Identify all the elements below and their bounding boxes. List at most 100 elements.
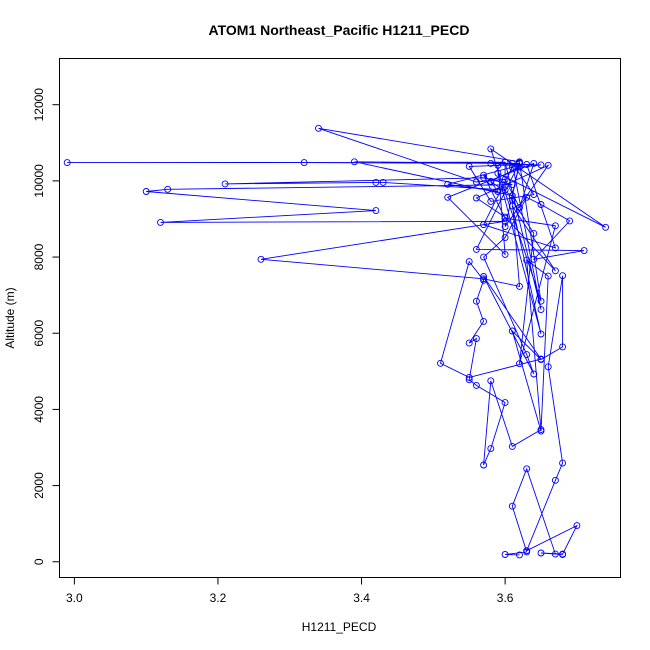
x-tick-label: 3.2 bbox=[210, 591, 227, 605]
data-point bbox=[537, 201, 545, 208]
data-point bbox=[508, 196, 516, 204]
data-point bbox=[508, 163, 516, 171]
data-point bbox=[480, 275, 488, 283]
data-point bbox=[551, 476, 559, 484]
data-point bbox=[559, 343, 567, 351]
data-point bbox=[465, 376, 473, 384]
series-layer bbox=[67, 127, 606, 556]
data-point bbox=[537, 355, 545, 363]
data-point bbox=[523, 351, 531, 359]
data-point bbox=[487, 377, 495, 385]
data-point bbox=[300, 159, 308, 167]
y-tick-label: 6000 bbox=[32, 320, 46, 347]
y-tick-label: 12000 bbox=[32, 88, 46, 122]
data-point bbox=[501, 186, 509, 194]
data-point bbox=[487, 159, 495, 167]
data-point bbox=[516, 551, 523, 559]
data-point bbox=[494, 188, 502, 195]
data-point bbox=[472, 297, 480, 305]
data-point bbox=[480, 171, 488, 179]
data-point bbox=[508, 442, 516, 450]
data-point bbox=[530, 370, 538, 378]
data-point bbox=[444, 180, 452, 188]
data-point bbox=[580, 247, 588, 255]
chart-title: ATOM1 Northeast_Pacific H1211_PECD bbox=[209, 22, 470, 38]
data-point bbox=[508, 181, 516, 189]
data-point bbox=[508, 327, 516, 335]
data-point bbox=[566, 217, 574, 225]
data-point bbox=[480, 253, 488, 261]
y-tick-label: 8000 bbox=[32, 243, 46, 270]
data-point bbox=[494, 169, 502, 177]
data-point bbox=[501, 217, 509, 225]
data-point bbox=[551, 222, 559, 230]
data-point bbox=[516, 159, 523, 167]
data-point bbox=[487, 445, 495, 453]
data-point bbox=[544, 363, 552, 371]
data-point bbox=[480, 461, 488, 469]
data-point bbox=[501, 158, 509, 166]
data-point bbox=[350, 158, 358, 166]
data-point bbox=[465, 373, 473, 381]
data-point bbox=[221, 180, 229, 188]
data-point bbox=[523, 256, 531, 264]
y-axis: 0 2000 4000 6000 8000 10000 12000 bbox=[32, 88, 60, 565]
data-point bbox=[480, 317, 488, 325]
data-point bbox=[315, 124, 322, 132]
data-point bbox=[465, 162, 473, 170]
data-point bbox=[63, 159, 71, 167]
data-point bbox=[559, 550, 567, 558]
data-point bbox=[537, 161, 545, 169]
data-point bbox=[480, 174, 488, 182]
data-point bbox=[508, 192, 516, 200]
y-tick-label: 4000 bbox=[32, 396, 46, 423]
data-point bbox=[142, 188, 150, 195]
data-point bbox=[559, 459, 567, 467]
data-point bbox=[444, 193, 452, 201]
data-point bbox=[472, 194, 480, 202]
x-tick-label: 3.0 bbox=[66, 591, 83, 605]
y-tick-label: 2000 bbox=[32, 472, 46, 499]
data-point bbox=[501, 214, 509, 222]
data-point bbox=[551, 550, 559, 558]
data-point bbox=[157, 218, 164, 226]
data-point bbox=[530, 191, 538, 199]
data-point bbox=[501, 551, 509, 558]
data-point bbox=[379, 178, 387, 186]
data-point bbox=[257, 255, 265, 263]
data-point bbox=[501, 175, 509, 183]
data-point bbox=[544, 161, 552, 169]
data-point bbox=[537, 330, 545, 338]
data-point bbox=[551, 244, 559, 252]
data-point bbox=[480, 273, 488, 280]
data-point bbox=[465, 339, 473, 347]
y-axis-label: Altitude (m) bbox=[3, 287, 17, 348]
series-line bbox=[67, 127, 606, 556]
points-layer bbox=[63, 124, 610, 559]
data-point bbox=[544, 272, 552, 280]
data-point bbox=[508, 159, 516, 167]
data-point bbox=[487, 177, 495, 185]
x-tick-label: 3.4 bbox=[353, 591, 370, 605]
data-point bbox=[501, 223, 509, 231]
data-point bbox=[472, 178, 480, 186]
data-point bbox=[164, 185, 172, 193]
data-point bbox=[480, 221, 488, 229]
data-point bbox=[472, 335, 480, 343]
x-axis-label: H1211_PECD bbox=[302, 620, 377, 634]
data-point bbox=[523, 161, 531, 168]
data-point bbox=[537, 306, 545, 314]
data-point bbox=[530, 159, 538, 167]
data-point bbox=[530, 229, 538, 237]
x-axis: 3.0 3.2 3.4 3.6 bbox=[66, 577, 514, 605]
data-point bbox=[537, 297, 545, 305]
data-point bbox=[516, 163, 523, 171]
x-tick-label: 3.6 bbox=[497, 591, 514, 605]
data-point bbox=[437, 359, 444, 367]
data-point bbox=[508, 502, 516, 510]
data-point bbox=[573, 522, 581, 530]
data-point bbox=[494, 161, 502, 169]
data-point bbox=[372, 207, 380, 215]
data-point bbox=[487, 197, 495, 205]
